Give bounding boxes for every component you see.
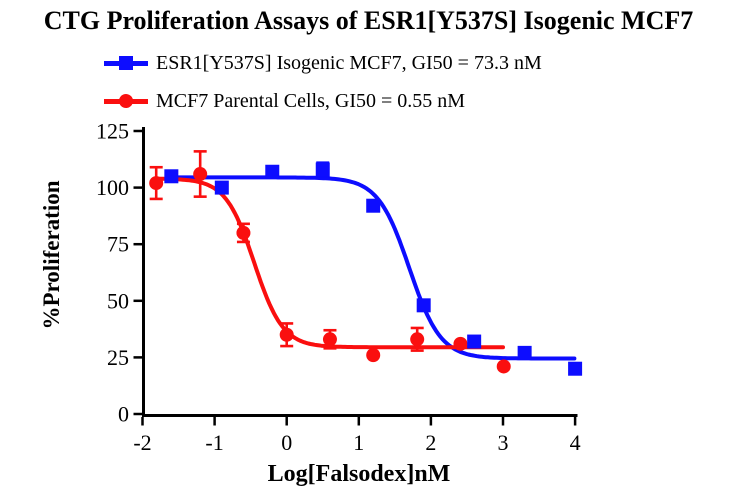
data-point-square xyxy=(416,298,431,313)
legend-circle-icon xyxy=(119,94,133,108)
y-tick-label: 100 xyxy=(96,175,129,200)
data-point-circle xyxy=(236,225,251,240)
data-point-square xyxy=(568,361,583,376)
legend-item: MCF7 Parental Cells, GI50 = 0.55 nM xyxy=(104,86,542,116)
legend-label: MCF7 Parental Cells, GI50 = 0.55 nM xyxy=(156,89,466,112)
y-tick-label: 0 xyxy=(118,402,129,427)
legend-label: ESR1[Y537S] Isogenic MCF7, GI50 = 73.3 n… xyxy=(156,51,542,74)
data-point-square xyxy=(265,164,280,179)
x-tick-label: 1 xyxy=(353,430,364,455)
legend-marker xyxy=(104,86,150,116)
data-point-circle xyxy=(322,332,337,347)
data-point-square xyxy=(214,180,229,195)
data-point-square xyxy=(164,169,179,184)
data-point-square xyxy=(366,198,381,213)
data-point-circle xyxy=(496,359,511,374)
data-point-circle xyxy=(410,332,425,347)
legend: ESR1[Y537S] Isogenic MCF7, GI50 = 73.3 n… xyxy=(104,48,542,124)
chart-title: CTG Proliferation Assays of ESR1[Y537S] … xyxy=(43,6,694,35)
x-tick-label: 2 xyxy=(425,430,436,455)
y-tick-label: 50 xyxy=(107,288,129,313)
x-tick-label: 4 xyxy=(570,430,581,455)
data-point-circle xyxy=(149,176,164,191)
legend-marker xyxy=(104,48,150,78)
legend-item: ESR1[Y537S] Isogenic MCF7, GI50 = 73.3 n… xyxy=(104,48,542,78)
data-point-square xyxy=(517,345,532,360)
fit-curve-square xyxy=(167,175,577,361)
legend-square-icon xyxy=(119,56,133,70)
x-tick-label: 3 xyxy=(498,430,509,455)
x-tick-label: -2 xyxy=(133,430,151,455)
fit-curve-circle xyxy=(152,176,505,350)
x-tick-label: 0 xyxy=(281,430,292,455)
data-point-square xyxy=(315,162,330,177)
data-point-circle xyxy=(453,336,468,351)
data-point-square xyxy=(467,334,482,349)
y-tick-label: 125 xyxy=(96,119,129,144)
x-tick-label: -1 xyxy=(205,430,223,455)
x-axis-title: Log[Falsodex]nM xyxy=(267,461,451,487)
data-point-circle xyxy=(279,327,294,342)
y-tick-label: 25 xyxy=(107,345,129,370)
data-point-circle xyxy=(366,348,381,363)
data-point-circle xyxy=(193,167,208,182)
y-tick-label: 75 xyxy=(107,232,129,257)
